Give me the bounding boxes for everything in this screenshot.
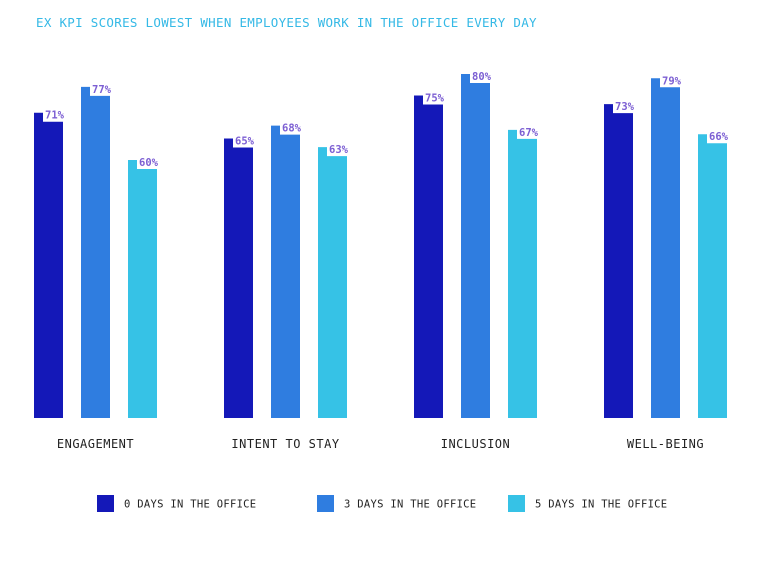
bar-intent-to-stay-1 bbox=[271, 125, 300, 418]
data-label-intent-to-stay-1: 68% bbox=[282, 123, 302, 135]
legend-label-0: 0 DAYS IN THE OFFICE bbox=[124, 499, 256, 511]
data-label-engagement-0: 71% bbox=[45, 110, 65, 122]
bar-well-being-1 bbox=[651, 78, 680, 419]
legend-label-1: 3 DAYS IN THE OFFICE bbox=[344, 499, 476, 511]
bar-inclusion-1 bbox=[461, 74, 490, 418]
category-label-inclusion: INCLUSION bbox=[441, 437, 511, 451]
bar-well-being-2 bbox=[698, 134, 727, 418]
category-labels-group: ENGAGEMENT INTENT TO STAY INCLUSION WELL-BE… bbox=[57, 437, 704, 451]
bars-group bbox=[34, 74, 727, 419]
legend-swatch-0 bbox=[97, 495, 114, 512]
bar-engagement-2 bbox=[128, 160, 157, 418]
legend-swatch-2 bbox=[508, 495, 525, 512]
data-label-intent-to-stay-2: 63% bbox=[329, 144, 349, 156]
chart-title: EX KPI SCORES LOWEST WHEN EMPLOYEES WORK… bbox=[36, 15, 537, 30]
bar-intent-to-stay-0 bbox=[224, 138, 253, 418]
data-label-engagement-1: 77% bbox=[92, 84, 112, 96]
category-label-engagement: ENGAGEMENT bbox=[57, 437, 134, 451]
data-label-inclusion-0: 75% bbox=[425, 93, 445, 105]
data-label-well-being-0: 73% bbox=[615, 101, 635, 113]
bar-intent-to-stay-2 bbox=[318, 147, 347, 418]
data-label-inclusion-1: 80% bbox=[472, 71, 492, 83]
legend-label-2: 5 DAYS IN THE OFFICE bbox=[535, 499, 667, 511]
legend: 0 DAYS IN THE OFFICE 3 DAYS IN THE OFFICE… bbox=[97, 495, 667, 512]
bar-inclusion-0 bbox=[414, 95, 443, 418]
data-label-inclusion-2: 67% bbox=[519, 127, 539, 139]
bar-inclusion-2 bbox=[508, 129, 537, 418]
data-label-engagement-2: 60% bbox=[139, 157, 159, 169]
data-label-well-being-2: 66% bbox=[709, 131, 729, 143]
category-label-well-being: WELL-BEING bbox=[627, 437, 704, 451]
bar-engagement-0 bbox=[34, 112, 63, 418]
bar-engagement-1 bbox=[81, 86, 110, 419]
bar-well-being-0 bbox=[604, 104, 633, 418]
category-label-intent-to-stay: INTENT TO STAY bbox=[231, 437, 339, 451]
data-label-intent-to-stay-0: 65% bbox=[235, 136, 255, 148]
legend-swatch-1 bbox=[317, 495, 334, 512]
data-label-well-being-1: 79% bbox=[662, 75, 682, 87]
data-labels-group: 71% 77% 60% 65% 68% 63% 75% 80% 67% 73% 79% 66% bbox=[45, 71, 729, 169]
